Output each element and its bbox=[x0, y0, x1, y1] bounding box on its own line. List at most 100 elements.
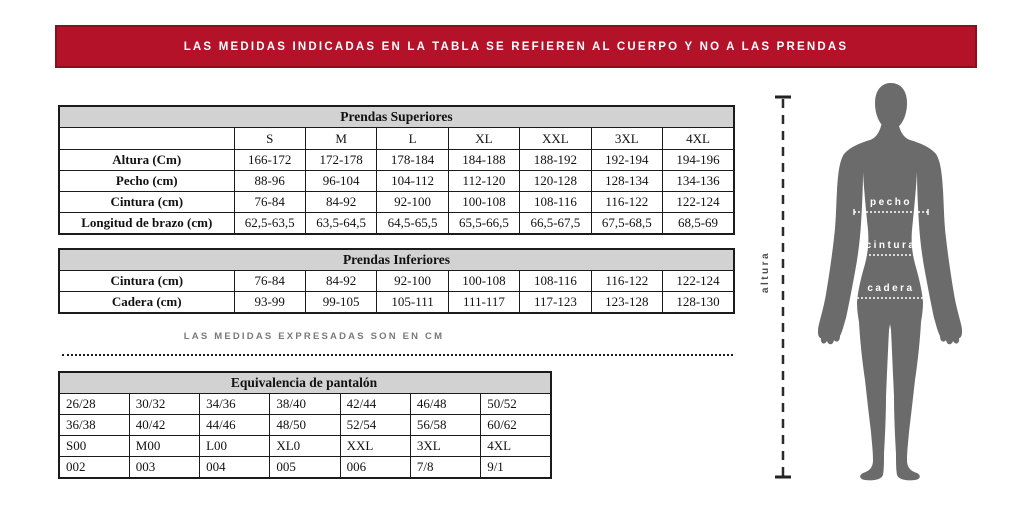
table-cell: M bbox=[304, 127, 378, 150]
table-cell: 60/62 bbox=[480, 414, 552, 436]
table-cell: 7/8 bbox=[409, 456, 482, 479]
row-label: Pecho (cm) bbox=[58, 170, 235, 192]
table-cell: 38/40 bbox=[269, 393, 341, 415]
table-cell: 99-105 bbox=[304, 291, 378, 314]
table-cell: 63,5-64,5 bbox=[304, 212, 378, 235]
table-cell: 194-196 bbox=[662, 149, 735, 171]
row-label: Cintura (cm) bbox=[58, 270, 235, 292]
notice-banner: LAS MEDIDAS INDICADAS EN LA TABLA SE REF… bbox=[55, 25, 977, 68]
table-cell: 166-172 bbox=[233, 149, 306, 171]
table-cell: 66,5-67,5 bbox=[519, 212, 592, 235]
cadera-label: cadera bbox=[867, 283, 914, 294]
table-cell: 003 bbox=[128, 456, 201, 479]
table-cell: L00 bbox=[199, 435, 271, 457]
table-cell: 92-100 bbox=[376, 191, 449, 213]
table-cell: 26/28 bbox=[58, 393, 130, 415]
table-cell: 3XL bbox=[590, 127, 664, 150]
table-cell: 64,5-65,5 bbox=[376, 212, 449, 235]
table-cell: 84-92 bbox=[304, 191, 378, 213]
table-cell: S00 bbox=[58, 435, 130, 457]
table-cell: 128-130 bbox=[662, 291, 735, 314]
sizes-header-row: S M L XL XXL 3XL 4XL bbox=[58, 127, 735, 150]
table-cell: 62,5-63,5 bbox=[233, 212, 306, 235]
table-cell: XL bbox=[447, 127, 521, 150]
table-cell: 48/50 bbox=[269, 414, 341, 436]
table-cell: 108-116 bbox=[519, 191, 592, 213]
table-title-row: Equivalencia de pantalón bbox=[58, 371, 552, 394]
table-cell: 184-188 bbox=[447, 149, 521, 171]
table-cell: 67,5-68,5 bbox=[590, 212, 664, 235]
table-cell: 30/32 bbox=[128, 393, 201, 415]
cintura-label: cintura bbox=[866, 240, 917, 251]
table-cell: 100-108 bbox=[447, 191, 521, 213]
table-cell: 4XL bbox=[662, 127, 735, 150]
table-title-row: Prendas Superiores bbox=[58, 105, 735, 128]
table-cell: 40/42 bbox=[128, 414, 201, 436]
table-cell: 4XL bbox=[480, 435, 552, 457]
table-cell: 104-112 bbox=[376, 170, 449, 192]
body-measurement-figure: altura pecho cintura cadera bbox=[760, 83, 963, 481]
table-cell: 134-136 bbox=[662, 170, 735, 192]
table-cell: 46/48 bbox=[409, 393, 482, 415]
table-cell: 192-194 bbox=[590, 149, 664, 171]
table-cell: XXL bbox=[519, 127, 592, 150]
dotted-divider bbox=[62, 354, 733, 356]
prendas-superiores-table: Prendas Superiores S M L XL XXL 3XL 4XL Altura… bbox=[58, 105, 735, 235]
table-row: Longitud de brazo (cm) 62,5-63,5 63,5-64,… bbox=[58, 212, 735, 235]
table-cell: L bbox=[376, 127, 449, 150]
table-cell: 100-108 bbox=[447, 270, 521, 292]
table-row: Cintura (cm) 76-84 84-92 92-100 100-108 108-… bbox=[58, 191, 735, 213]
equivalencia-pantalon-table: Equivalencia de pantalón 26/28 30/32 34/36… bbox=[58, 371, 552, 479]
table-cell: 004 bbox=[199, 456, 271, 479]
table-cell: XXL bbox=[339, 435, 411, 457]
table-cell: 56/58 bbox=[409, 414, 482, 436]
table-cell: 178-184 bbox=[376, 149, 449, 171]
altura-label: altura bbox=[760, 251, 771, 293]
table-row: 26/28 30/32 34/36 38/40 42/44 46/48 50/52 bbox=[58, 393, 552, 415]
table-cell: 92-100 bbox=[376, 270, 449, 292]
table-cell: 128-134 bbox=[590, 170, 664, 192]
table-row: 36/38 40/42 44/46 48/50 52/54 56/58 60/62 bbox=[58, 414, 552, 436]
table-cell: 76-84 bbox=[233, 270, 306, 292]
table-cell: 52/54 bbox=[339, 414, 411, 436]
table-cell: 172-178 bbox=[304, 149, 378, 171]
table-cell: 122-124 bbox=[662, 191, 735, 213]
table-cell: 68,5-69 bbox=[662, 212, 735, 235]
table-cell: 34/36 bbox=[199, 393, 271, 415]
table-cell: 120-128 bbox=[519, 170, 592, 192]
notice-banner-text: LAS MEDIDAS INDICADAS EN LA TABLA SE REF… bbox=[183, 40, 849, 53]
table-title: Prendas Inferiores bbox=[58, 248, 735, 271]
table-title-row: Prendas Inferiores bbox=[58, 248, 735, 271]
table-cell: 36/38 bbox=[58, 414, 130, 436]
table-row: S00 M00 L00 XL0 XXL 3XL 4XL bbox=[58, 435, 552, 457]
table-cell: 88-96 bbox=[233, 170, 306, 192]
table-row: Altura (Cm) 166-172 172-178 178-184 184-188… bbox=[58, 149, 735, 171]
table-cell: 44/46 bbox=[199, 414, 271, 436]
table-cell: 123-128 bbox=[590, 291, 664, 314]
table-cell: 42/44 bbox=[339, 393, 411, 415]
table-cell: S bbox=[233, 127, 306, 150]
row-label: Cadera (cm) bbox=[58, 291, 235, 314]
table-cell: 116-122 bbox=[590, 191, 664, 213]
table-cell: 002 bbox=[58, 456, 130, 479]
table-cell: XL0 bbox=[269, 435, 341, 457]
table-cell: 96-104 bbox=[304, 170, 378, 192]
table-cell: 65,5-66,5 bbox=[447, 212, 521, 235]
male-silhouette bbox=[817, 83, 963, 481]
table-cell: 93-99 bbox=[233, 291, 306, 314]
table-title: Equivalencia de pantalón bbox=[58, 371, 552, 394]
table-cell: 3XL bbox=[409, 435, 482, 457]
table-title: Prendas Superiores bbox=[58, 105, 735, 128]
table-cell: 105-111 bbox=[376, 291, 449, 314]
table-cell: 108-116 bbox=[519, 270, 592, 292]
table-cell: 9/1 bbox=[480, 456, 552, 479]
row-label: Altura (Cm) bbox=[58, 149, 235, 171]
table-row: Pecho (cm) 88-96 96-104 104-112 112-120 120-… bbox=[58, 170, 735, 192]
table-cell: 122-124 bbox=[662, 270, 735, 292]
table-cell: 112-120 bbox=[447, 170, 521, 192]
empty-corner-cell bbox=[58, 127, 235, 150]
table-cell: 188-192 bbox=[519, 149, 592, 171]
table-cell: 117-123 bbox=[519, 291, 592, 314]
prendas-inferiores-table: Prendas Inferiores Cintura (cm) 76-84 84-… bbox=[58, 248, 735, 314]
